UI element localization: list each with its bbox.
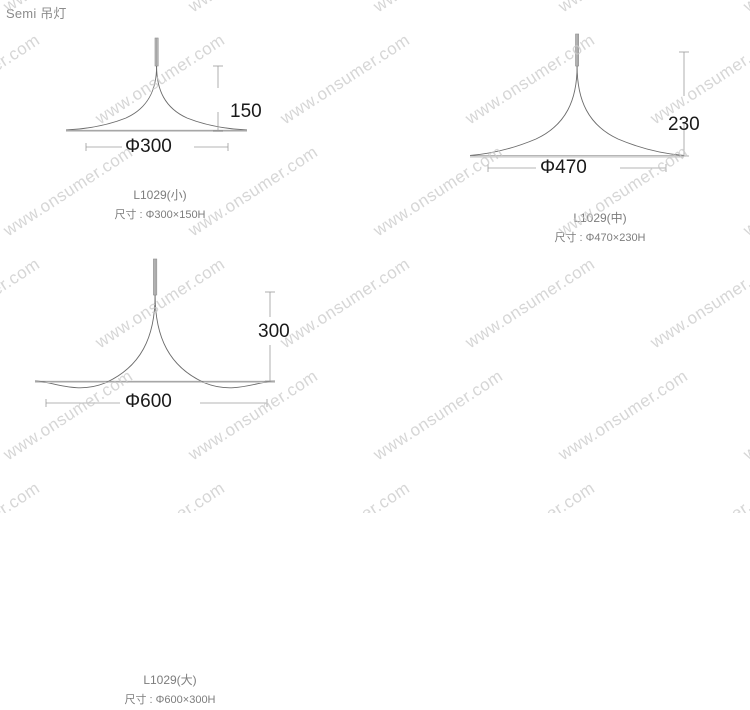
lamp-shade-large xyxy=(34,294,276,389)
dimension-height-label-large: 300 xyxy=(258,321,290,342)
figure-lamp-small: 150 Φ300 L1029(小) 尺寸 : Φ300×150H xyxy=(30,30,290,221)
watermark-text: www.onsumer.com xyxy=(92,478,229,513)
dimension-height-label-medium: 230 xyxy=(668,114,700,135)
lamp-rim-small xyxy=(66,129,247,132)
watermark-text: www.onsumer.com xyxy=(740,366,750,464)
figure-lamp-large: 300 Φ600 L1029(大) 尺寸 : Φ600×300H xyxy=(20,255,320,706)
lamp-shade-medium xyxy=(470,65,685,156)
watermark-text: www.onsumer.com xyxy=(647,478,750,513)
dimension-line-height-small xyxy=(213,65,223,132)
dimension-height-label-small: 150 xyxy=(230,101,262,122)
watermark-text: www.onsumer.com xyxy=(647,254,750,352)
dimension-line-diameter-small xyxy=(85,143,229,151)
watermark-text: www.onsumer.com xyxy=(462,254,599,352)
caption-small: L1029(小) 尺寸 : Φ300×150H xyxy=(30,185,290,225)
caption-medium: L1029(中) 尺寸 : Φ470×230H xyxy=(470,208,730,248)
lamp-shade-small xyxy=(65,65,248,131)
lamp-stem-medium xyxy=(575,33,580,67)
watermark-text: www.onsumer.com xyxy=(462,478,599,513)
lamp-rim-medium xyxy=(470,155,684,158)
page-title: Semi 吊灯 xyxy=(6,6,67,21)
watermark-text: www.onsumer.com xyxy=(555,0,692,17)
dimension-line-diameter-medium xyxy=(487,164,667,172)
caption-large: L1029(大) 尺寸 : Φ600×300H xyxy=(20,670,320,710)
model-label-medium: L1029(中) xyxy=(573,211,627,225)
lamp-drawing-small xyxy=(65,37,248,151)
dimension-line-height-large xyxy=(265,291,275,382)
size-label-medium: 尺寸 : Φ470×230H xyxy=(554,232,646,244)
watermark-text: www.onsumer.com xyxy=(370,366,507,464)
watermark-text: www.onsumer.com xyxy=(370,0,507,17)
lamp-stem-large xyxy=(153,258,158,296)
size-label-large: 尺寸 : Φ600×300H xyxy=(124,694,216,706)
watermark-text: www.onsumer.com xyxy=(185,0,322,17)
dimension-line-height-medium xyxy=(679,51,689,157)
lamp-drawing-medium xyxy=(470,33,689,172)
lamp-drawing-large xyxy=(34,258,276,407)
lamp-stem-small xyxy=(154,37,159,67)
watermark-text: www.onsumer.com xyxy=(277,478,414,513)
watermark-text: www.onsumer.com xyxy=(555,366,692,464)
model-label-small: L1029(小) xyxy=(133,188,187,202)
lamp-rim-large xyxy=(35,380,275,383)
watermark-text: www.onsumer.com xyxy=(740,0,750,17)
dimension-diameter-label-small: Φ300 xyxy=(125,136,172,157)
dimension-diameter-label-medium: Φ470 xyxy=(540,157,587,178)
size-label-small: 尺寸 : Φ300×150H xyxy=(114,209,206,221)
watermark-text: www.onsumer.com xyxy=(277,30,414,128)
watermark-text: www.onsumer.com xyxy=(0,478,44,513)
dimension-diameter-label-large: Φ600 xyxy=(125,391,172,412)
dimension-line-diameter-large xyxy=(45,399,268,407)
figure-lamp-medium: 230 Φ470 L1029(中) 尺寸 : Φ470×230H xyxy=(470,28,730,244)
watermark-text: www.onsumer.com xyxy=(740,142,750,240)
model-label-large: L1029(大) xyxy=(143,673,197,687)
